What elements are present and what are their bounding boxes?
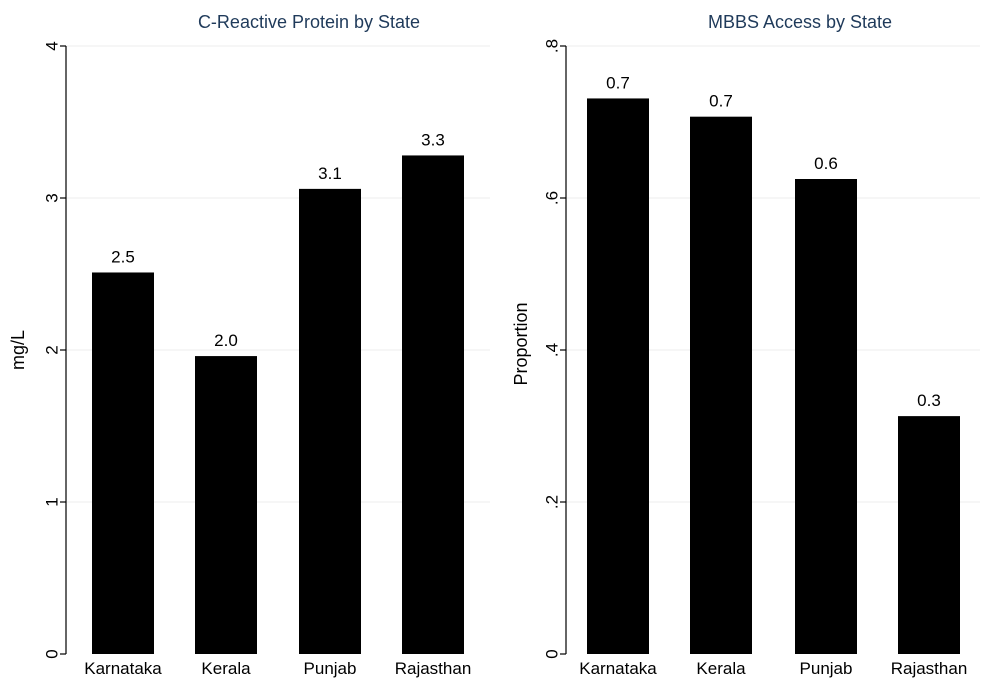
crp-y-axis-title: mg/L [8,330,28,370]
crp-y-tick-label: 2 [43,345,62,354]
mbbs-y-tick-label: .8 [543,39,562,53]
crp-category-label-rajasthan: Rajasthan [395,659,472,678]
mbbs-category-label-rajasthan: Rajasthan [891,659,968,678]
mbbs-data-label-kerala: 0.7 [709,92,733,111]
mbbs-chart-panel: MBBS Access by State 0 .2 .4 .6 .8 Proportion 0… [511,12,980,678]
crp-y-tick-label: 4 [43,41,62,50]
crp-bar-kerala [195,356,257,654]
mbbs-bar-punjab [795,179,857,654]
crp-category-label-karnataka: Karnataka [84,659,162,678]
crp-y-tick-label: 3 [43,193,62,202]
mbbs-data-label-punjab: 0.6 [814,154,838,173]
mbbs-y-tick-label: .6 [543,191,562,205]
mbbs-bar-kerala [690,116,752,655]
crp-bar-rajasthan [402,155,464,654]
crp-category-label-punjab: Punjab [304,659,357,678]
mbbs-data-label-rajasthan: 0.3 [917,391,941,410]
crp-y-tick-label: 0 [43,649,62,658]
mbbs-data-label-karnataka: 0.7 [606,73,630,92]
mbbs-chart-title: MBBS Access by State [708,12,892,32]
crp-bar-karnataka [92,272,154,654]
crp-category-label-kerala: Kerala [201,659,251,678]
crp-data-label-karnataka: 2.5 [111,247,135,266]
mbbs-bar-karnataka [587,98,649,654]
crp-bar-punjab [299,188,361,654]
mbbs-category-label-punjab: Punjab [800,659,853,678]
mbbs-category-label-kerala: Kerala [696,659,746,678]
crp-chart-panel: C-Reactive Protein by State 0 1 2 3 4 mg/L 2.5 K… [8,12,490,678]
mbbs-y-tick-label: .2 [543,495,562,509]
mbbs-bar-rajasthan [898,416,960,654]
crp-data-label-punjab: 3.1 [318,164,342,183]
mbbs-y-axis-title: Proportion [511,302,531,385]
crp-y-tick-label: 1 [43,497,62,506]
mbbs-y-tick-label: 0 [543,649,562,658]
crp-chart-title: C-Reactive Protein by State [198,12,420,32]
crp-data-label-rajasthan: 3.3 [421,130,445,149]
crp-data-label-kerala: 2.0 [214,331,238,350]
mbbs-y-tick-label: .4 [543,343,562,357]
mbbs-category-label-karnataka: Karnataka [579,659,657,678]
